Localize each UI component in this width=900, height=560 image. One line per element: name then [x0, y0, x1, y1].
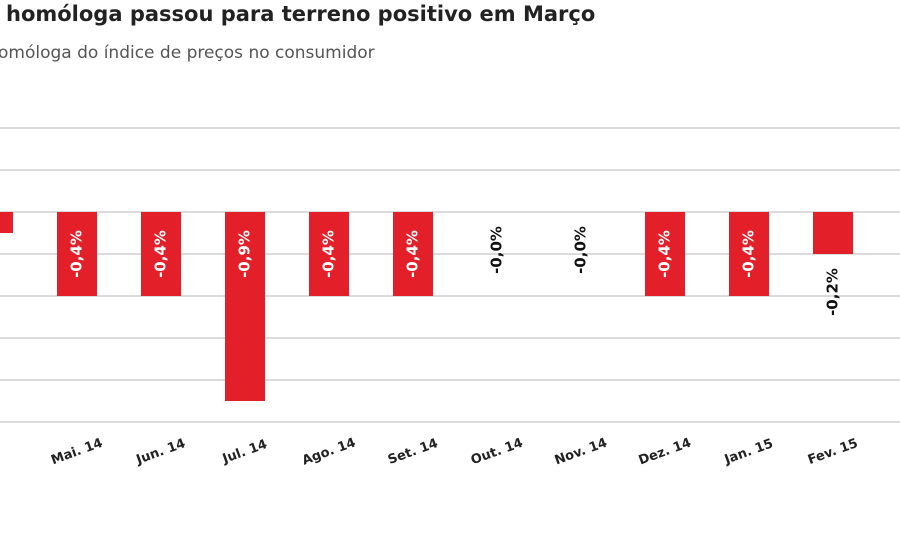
value-label: -0,4% — [68, 230, 86, 278]
bar — [57, 212, 97, 296]
bar — [729, 212, 769, 296]
x-tick-label: Set. 14 — [386, 436, 440, 468]
x-tick-label: Nov. 14 — [553, 436, 610, 469]
x-tick-label: Fev. 15 — [806, 436, 860, 468]
chart-subtitle: omóloga do índice de preços no consumido… — [0, 43, 375, 63]
value-label: -0,0% — [488, 226, 506, 274]
bar — [813, 212, 853, 254]
bar — [393, 212, 433, 296]
value-label: -0,4% — [656, 230, 674, 278]
bar — [0, 212, 13, 233]
x-tick-label: Jun. 14 — [134, 436, 188, 468]
bar — [309, 212, 349, 296]
chart-title: homóloga passou para terreno positivo em… — [6, 2, 595, 26]
value-label: -0,9% — [236, 230, 254, 278]
value-label: -0,2% — [824, 268, 842, 316]
value-label: -0,0% — [572, 226, 590, 274]
x-tick-label: Ago. 14 — [300, 435, 358, 468]
bar — [645, 212, 685, 296]
value-label: -0,4% — [404, 230, 422, 278]
bar — [225, 212, 265, 401]
value-label: -0,4% — [152, 230, 170, 278]
x-tick-label: Jul. 14 — [220, 437, 269, 467]
value-label: -0,4% — [740, 230, 758, 278]
x-tick-label: Mai. 14 — [49, 436, 105, 468]
bar — [141, 212, 181, 296]
value-label: -0,4% — [320, 230, 338, 278]
x-tick-label: Out. 14 — [469, 436, 525, 469]
x-tick-label: Jan. 15 — [722, 436, 775, 468]
x-tick-label: Dez. 14 — [637, 436, 694, 469]
